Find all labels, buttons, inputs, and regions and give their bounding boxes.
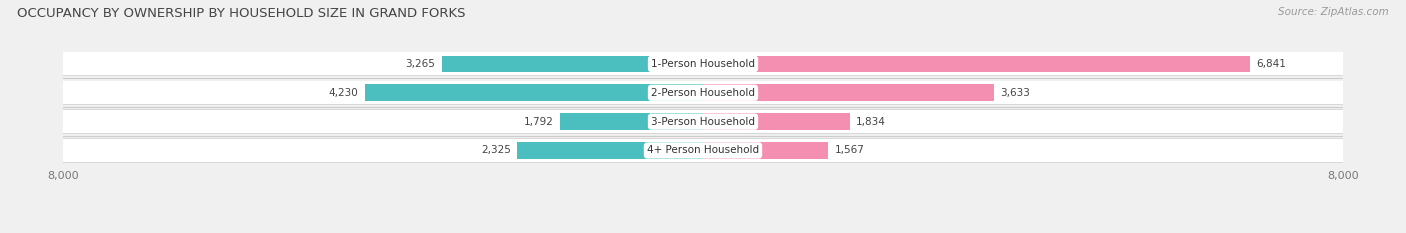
Bar xyxy=(63,110,1343,134)
Text: 3-Person Household: 3-Person Household xyxy=(651,116,755,127)
Bar xyxy=(703,55,1250,72)
Text: 1,834: 1,834 xyxy=(856,116,886,127)
Text: 6,841: 6,841 xyxy=(1257,59,1286,69)
Bar xyxy=(63,81,1343,105)
Bar xyxy=(364,84,703,101)
Bar xyxy=(63,52,1343,76)
Text: OCCUPANCY BY OWNERSHIP BY HOUSEHOLD SIZE IN GRAND FORKS: OCCUPANCY BY OWNERSHIP BY HOUSEHOLD SIZE… xyxy=(17,7,465,20)
Bar xyxy=(63,52,1343,75)
Bar xyxy=(63,138,1343,163)
Text: 2,325: 2,325 xyxy=(481,145,510,155)
Bar xyxy=(703,113,849,130)
Text: 1,792: 1,792 xyxy=(523,116,554,127)
Bar xyxy=(63,139,1343,162)
Text: 4,230: 4,230 xyxy=(329,88,359,98)
Bar xyxy=(560,113,703,130)
Text: 1,567: 1,567 xyxy=(835,145,865,155)
Bar xyxy=(703,84,994,101)
Text: 1-Person Household: 1-Person Household xyxy=(651,59,755,69)
Bar xyxy=(517,142,703,159)
Text: 4+ Person Household: 4+ Person Household xyxy=(647,145,759,155)
Text: 3,633: 3,633 xyxy=(1000,88,1029,98)
Text: Source: ZipAtlas.com: Source: ZipAtlas.com xyxy=(1278,7,1389,17)
Text: 2-Person Household: 2-Person Household xyxy=(651,88,755,98)
Bar xyxy=(441,55,703,72)
Bar xyxy=(63,110,1343,133)
Bar xyxy=(63,81,1343,104)
Text: 3,265: 3,265 xyxy=(406,59,436,69)
Bar xyxy=(703,142,828,159)
